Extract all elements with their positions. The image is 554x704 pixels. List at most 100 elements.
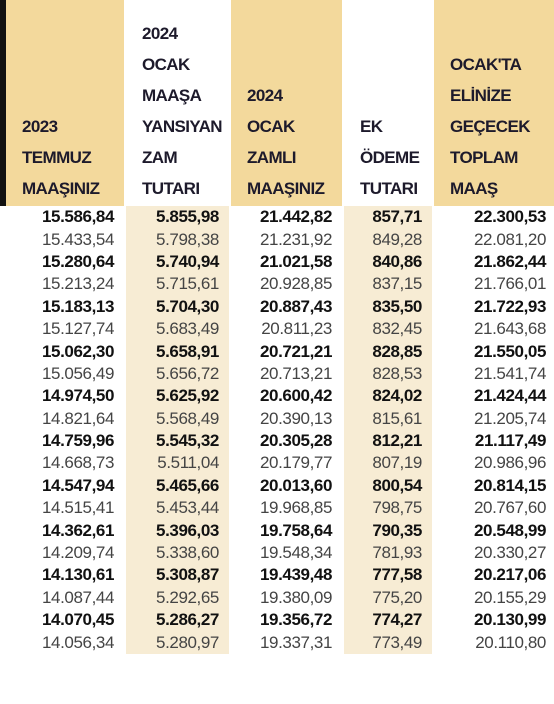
table-row: 15.062,30 5.658,91 20.721,21 828,85 21.550,0… — [3, 340, 554, 363]
table-cell: 15.127,74 — [3, 317, 126, 341]
table-cell: 828,53 — [343, 362, 434, 386]
header-line: TUTARI — [142, 179, 200, 198]
table-row: 14.515,41 5.453,44 19.968,85 798,75 20.767,6… — [3, 497, 554, 520]
table-cell: 5.453,44 — [125, 497, 231, 520]
table-cell: 807,19 — [343, 452, 434, 475]
table-cell: 20.130,99 — [433, 609, 554, 632]
column-header: 2024 OCAK MAAŞA YANSIYAN ZAM TUTARI — [125, 0, 231, 206]
table-row: 14.087,44 5.292,65 19.380,09 775,20 20.155,2… — [3, 586, 554, 610]
table-cell: 20.305,28 — [230, 429, 344, 453]
table-cell: 21.862,44 — [433, 250, 554, 274]
header-line: TEMMUZ — [22, 148, 92, 167]
table-cell: 19.356,72 — [230, 609, 344, 632]
table-cell: 20.013,60 — [230, 474, 344, 498]
header-line: MAAŞ — [450, 179, 498, 198]
table-row: 14.209,74 5.338,60 19.548,34 781,93 20.330,2… — [3, 541, 554, 565]
table-row: 15.433,54 5.798,38 21.231,92 849,28 22.081,2… — [3, 228, 554, 251]
table-cell: 14.362,61 — [3, 519, 126, 542]
table-cell: 5.511,04 — [125, 452, 231, 475]
table-cell: 19.548,34 — [230, 541, 344, 565]
table-row: 15.586,84 5.855,98 21.442,82 857,71 22.300,5… — [3, 206, 554, 229]
table-cell: 21.643,68 — [433, 317, 554, 341]
table-cell: 849,28 — [343, 228, 434, 251]
table-cell: 775,20 — [343, 586, 434, 610]
table-cell: 773,49 — [343, 631, 434, 654]
table-cell: 835,50 — [343, 295, 434, 318]
table-cell: 14.209,74 — [3, 541, 126, 565]
table-cell: 20.811,23 — [230, 317, 344, 341]
table-cell: 5.338,60 — [125, 541, 231, 565]
table-cell: 15.280,64 — [3, 250, 126, 274]
table-cell: 20.548,99 — [433, 519, 554, 542]
table-cell: 828,85 — [343, 340, 434, 363]
table-cell: 14.547,94 — [3, 474, 126, 498]
table-row: 15.213,24 5.715,61 20.928,85 837,15 21.766,0… — [3, 273, 554, 296]
column-header: 2024 OCAK ZAMLI MAAŞINIZ — [230, 0, 344, 206]
header-line: MAAŞINIZ — [22, 179, 100, 198]
header-line: MAAŞINIZ — [247, 179, 325, 198]
table-cell: 5.308,87 — [125, 564, 231, 587]
header-line: ZAMLI — [247, 148, 297, 167]
table-cell: 781,93 — [343, 541, 434, 565]
table-cell: 14.056,34 — [3, 631, 126, 654]
table-cell: 21.442,82 — [230, 206, 344, 229]
header-line: ZAM — [142, 148, 178, 167]
table-row: 14.362,61 5.396,03 19.758,64 790,35 20.548,9… — [3, 519, 554, 542]
table-cell: 5.683,49 — [125, 317, 231, 341]
table-cell: 800,54 — [343, 474, 434, 498]
table-cell: 21.766,01 — [433, 273, 554, 296]
column-header: 2023 TEMMUZ MAAŞINIZ — [0, 0, 126, 206]
table-cell: 5.545,32 — [125, 429, 231, 453]
table-cell: 798,75 — [343, 497, 434, 520]
table-cell: 5.855,98 — [125, 206, 231, 229]
table-cell: 20.928,85 — [230, 273, 344, 296]
header-line: 2024 — [247, 86, 283, 105]
table-row: 14.547,94 5.465,66 20.013,60 800,54 20.814,1… — [3, 474, 554, 498]
table-cell: 5.715,61 — [125, 273, 231, 296]
table-cell: 5.656,72 — [125, 362, 231, 386]
table-cell: 15.183,13 — [3, 295, 126, 318]
table-cell: 22.300,53 — [433, 206, 554, 229]
table-cell: 20.179,77 — [230, 452, 344, 475]
table-cell: 5.286,27 — [125, 609, 231, 632]
table-cell: 5.396,03 — [125, 519, 231, 542]
table-cell: 22.081,20 — [433, 228, 554, 251]
table-cell: 832,45 — [343, 317, 434, 341]
table-cell: 5.740,94 — [125, 250, 231, 274]
table-row: 15.056,49 5.656,72 20.713,21 828,53 21.541,7… — [3, 362, 554, 386]
table-cell: 840,86 — [343, 250, 434, 274]
table-cell: 15.433,54 — [3, 228, 126, 251]
header-line: OCAK'TA — [450, 55, 522, 74]
table-cell: 20.217,06 — [433, 564, 554, 587]
column-header: EK ÖDEME TUTARI — [343, 0, 434, 206]
table-row: 14.130,61 5.308,87 19.439,48 777,58 20.217,0… — [3, 564, 554, 587]
table-cell: 21.541,74 — [433, 362, 554, 386]
table-cell: 14.668,73 — [3, 452, 126, 475]
table-cell: 21.205,74 — [433, 407, 554, 430]
table-cell: 15.586,84 — [3, 206, 126, 229]
table-cell: 20.600,42 — [230, 385, 344, 408]
header-line: YANSIYAN — [142, 117, 223, 136]
table-cell: 20.330,27 — [433, 541, 554, 565]
table-row: 15.127,74 5.683,49 20.811,23 832,45 21.643,6… — [3, 317, 554, 341]
header-line: MAAŞA — [142, 86, 202, 105]
table-cell: 20.887,43 — [230, 295, 344, 318]
table-cell: 14.759,96 — [3, 429, 126, 453]
header-line: TOPLAM — [450, 148, 518, 167]
table-cell: 790,35 — [343, 519, 434, 542]
table-cell: 21.117,49 — [433, 429, 554, 453]
table-cell: 20.986,96 — [433, 452, 554, 475]
table-cell: 5.798,38 — [125, 228, 231, 251]
header-line: OCAK — [142, 55, 190, 74]
table-cell: 777,58 — [343, 564, 434, 587]
header-line: ELİNİZE — [450, 86, 512, 105]
header-line: OCAK — [247, 117, 295, 136]
table-cell: 19.380,09 — [230, 586, 344, 610]
table-cell: 20.390,13 — [230, 407, 344, 430]
table-row: 15.183,13 5.704,30 20.887,43 835,50 21.722,9… — [3, 295, 554, 318]
table-row: 14.759,96 5.545,32 20.305,28 812,21 21.117,4… — [3, 429, 554, 453]
table-cell: 20.110,80 — [433, 631, 554, 654]
table-cell: 14.070,45 — [3, 609, 126, 632]
table-cell: 21.550,05 — [433, 340, 554, 363]
